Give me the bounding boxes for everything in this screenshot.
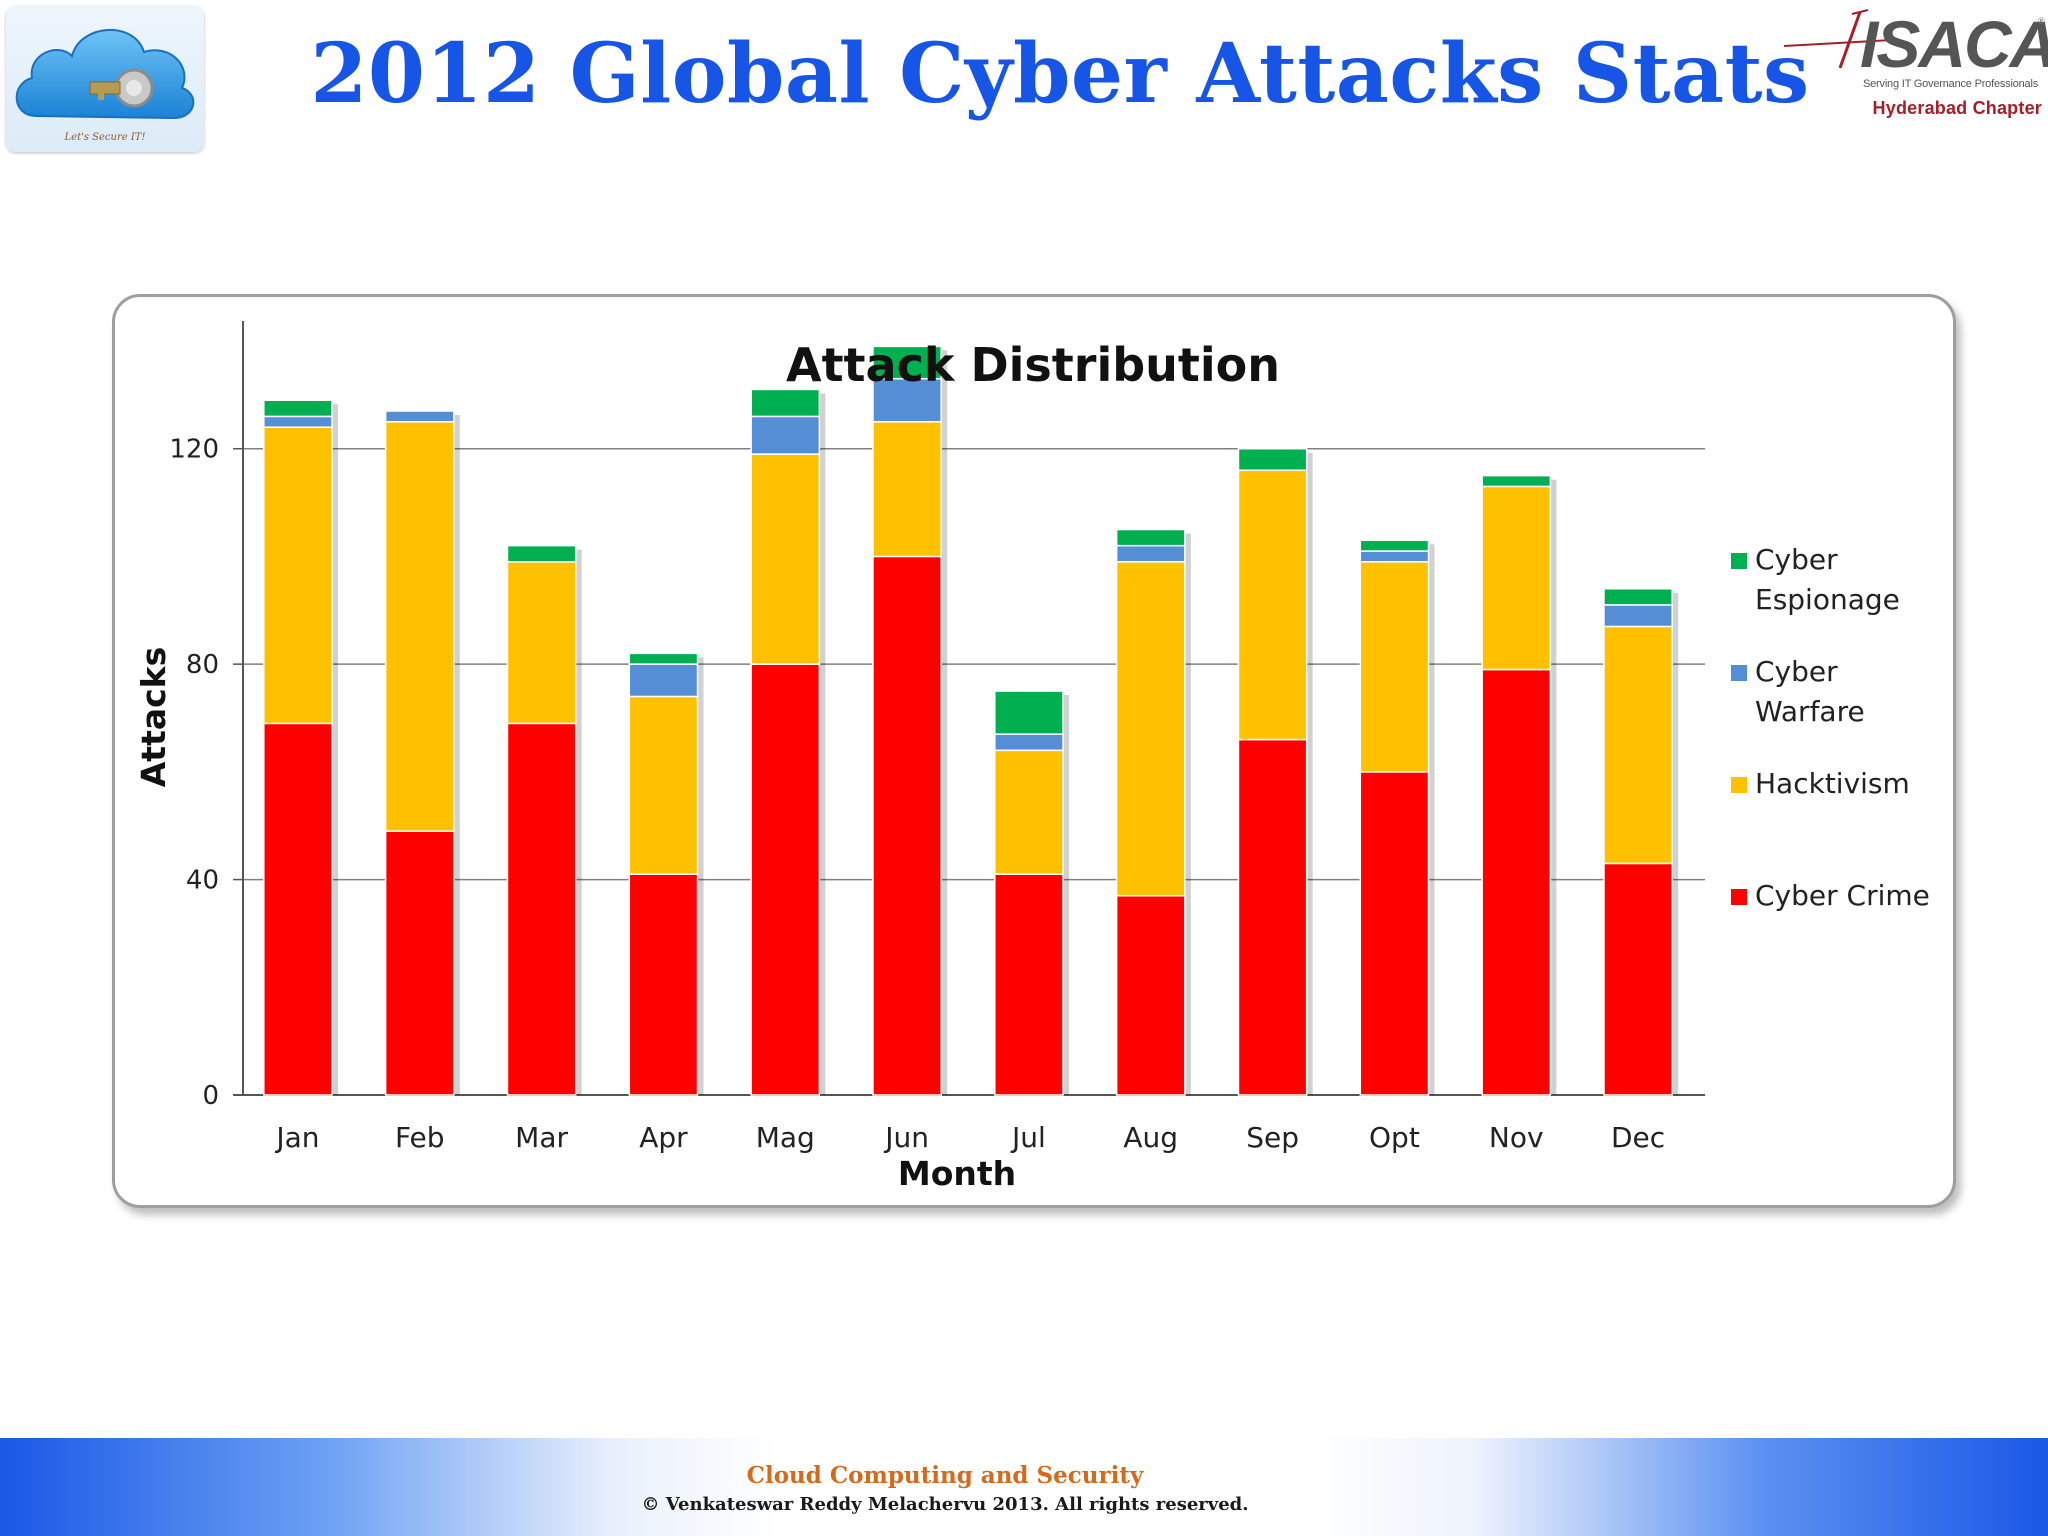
chart-title: Attack Distribution [786, 338, 1280, 392]
legend-label: Warfare [1755, 695, 1865, 728]
bar-segment [1359, 561, 1430, 773]
bar-segment [872, 345, 942, 380]
registered-mark: ® [2038, 16, 2045, 26]
bar-segment [628, 695, 699, 875]
bar-segment [1115, 528, 1186, 547]
y-tick-label: 120 [169, 435, 219, 465]
legend-swatch [1731, 889, 1747, 905]
legend-swatch [1731, 665, 1747, 681]
x-tick-label: Mag [756, 1121, 815, 1154]
x-tick-label: Feb [395, 1121, 445, 1154]
bar-segment [1359, 771, 1430, 1096]
y-tick-label: 40 [186, 866, 219, 896]
bar-segment [263, 399, 333, 418]
bar-segment [1237, 469, 1308, 741]
bar-segment [506, 722, 577, 1096]
bar-segment [1115, 561, 1186, 897]
x-axis-title: Month [898, 1154, 1016, 1193]
legend-label: Cyber Crime [1755, 879, 1930, 912]
x-tick-label: Jan [274, 1121, 319, 1154]
y-tick-label: 80 [186, 650, 219, 680]
bar-segment [1237, 447, 1308, 472]
legend-label: Hacktivism [1755, 767, 1910, 800]
bar-segment [750, 663, 821, 1096]
cloud-security-logo: Let's Secure IT! [6, 6, 204, 152]
bar-segment [872, 555, 942, 1096]
cloud-key-icon [15, 28, 195, 120]
isaca-chapter: Hyderabad Chapter [1872, 98, 2042, 118]
bar-segment [506, 544, 577, 563]
x-tick-label: Dec [1611, 1121, 1665, 1154]
isaca-swoosh-icon [1783, 9, 1893, 69]
footer-bar [0, 1438, 2048, 1536]
attack-distribution-chart: 0 40 80 120 Jan Feb Mar Apr Mag Jun Jul Aug Sep Opt No… [134, 321, 1930, 1193]
bar-segment [750, 453, 821, 665]
bar-segment [384, 410, 455, 423]
chart-frame: 0 40 80 120 Jan Feb Mar Apr Mag Jun Jul Aug Sep Opt No… [112, 294, 1956, 1208]
bar-segment [384, 421, 455, 832]
bar-segment [506, 561, 577, 725]
bar-segment [994, 733, 1064, 752]
bar-segment [872, 377, 942, 423]
bar-segment [1603, 862, 1673, 1096]
bar-segment [1603, 625, 1673, 865]
bar-segment [1481, 474, 1552, 488]
bar-segment [994, 690, 1064, 735]
bar-segment [872, 421, 942, 558]
bar-segment [994, 749, 1064, 875]
bar-segment [1359, 550, 1430, 563]
bar-segment [1603, 587, 1673, 606]
bar-segment [1115, 894, 1186, 1096]
footer-title: Cloud Computing and Security [746, 1462, 1144, 1489]
x-tick-label: Jun [883, 1121, 929, 1154]
logo-tagline: Let's Secure IT! [64, 132, 146, 143]
x-tick-label: Sep [1246, 1121, 1299, 1154]
isaca-tagline: Serving IT Governance Professionals [1863, 78, 2038, 90]
bar-segment [750, 388, 821, 418]
bar-segment [384, 830, 455, 1096]
x-tick-label: Opt [1369, 1121, 1420, 1154]
bar-segment [628, 652, 699, 665]
bar-segment [1359, 539, 1430, 552]
bar-segment [263, 426, 333, 725]
legend-label: Cyber [1755, 543, 1838, 576]
bar-segment [1237, 738, 1308, 1096]
legend-swatch [1731, 777, 1747, 793]
x-tick-label: Nov [1489, 1121, 1544, 1154]
isaca-wordmark: ISACA [1860, 7, 2048, 81]
bar-segment [994, 873, 1064, 1096]
x-tick-label: Mar [515, 1121, 568, 1154]
bar-segment [750, 415, 821, 455]
y-tick-label: 0 [202, 1081, 219, 1111]
bar-segment [263, 722, 333, 1096]
footer-copyright: © Venkateswar Reddy Melachervu 2013. All… [641, 1494, 1249, 1515]
bar-segment [1603, 604, 1673, 628]
legend-label: Cyber [1755, 655, 1838, 688]
x-tick-label: Jul [1010, 1121, 1046, 1154]
legend-swatch [1731, 553, 1747, 569]
bar-segment [628, 873, 699, 1096]
bar-segment [1481, 668, 1552, 1096]
legend-label: Espionage [1755, 583, 1900, 616]
bar-segment [1481, 485, 1552, 671]
x-tick-label: Aug [1123, 1121, 1178, 1154]
x-tick-label: Apr [639, 1121, 688, 1154]
slide-title: 2012 Global Cyber Attacks Stats [310, 26, 1810, 122]
isaca-logo: ISACA ® Serving IT Governance Profession… [1782, 6, 2048, 132]
bar-segment [1115, 544, 1186, 563]
y-axis-title: Attacks [134, 647, 173, 788]
bar-segment [628, 663, 699, 698]
bar-segment [263, 415, 333, 428]
